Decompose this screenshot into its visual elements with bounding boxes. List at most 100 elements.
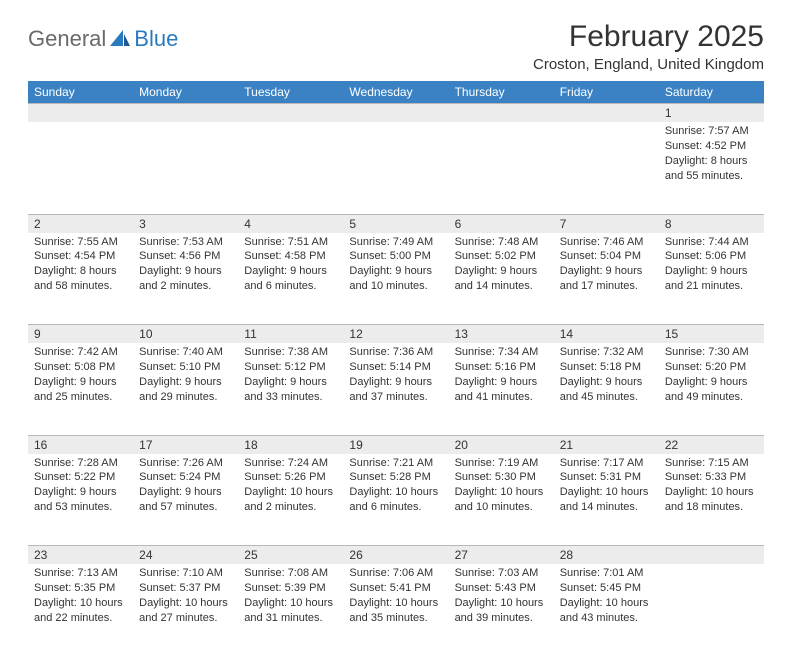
day-info: Sunrise: 7:57 AMSunset: 4:52 PMDaylight:…: [659, 122, 764, 189]
day-number-cell: 22: [659, 435, 764, 454]
daylight-text: Daylight: 8 hours and 55 minutes.: [665, 154, 758, 184]
day-info-cell: Sunrise: 7:44 AMSunset: 5:06 PMDaylight:…: [659, 233, 764, 325]
weekday-header: Friday: [554, 81, 659, 104]
day-info-cell: Sunrise: 7:13 AMSunset: 5:35 PMDaylight:…: [28, 564, 133, 656]
day-number: 11: [238, 325, 343, 343]
day-info: Sunrise: 7:34 AMSunset: 5:16 PMDaylight:…: [449, 343, 554, 410]
day-info: Sunrise: 7:19 AMSunset: 5:30 PMDaylight:…: [449, 454, 554, 521]
day-info-cell: Sunrise: 7:01 AMSunset: 5:45 PMDaylight:…: [554, 564, 659, 656]
sunset-text: Sunset: 5:45 PM: [560, 581, 653, 596]
sunrise-text: Sunrise: 7:15 AM: [665, 456, 758, 471]
day-number: 15: [659, 325, 764, 343]
sunset-text: Sunset: 5:28 PM: [349, 470, 442, 485]
day-info: Sunrise: 7:53 AMSunset: 4:56 PMDaylight:…: [133, 233, 238, 300]
day-number: 23: [28, 546, 133, 564]
day-number-cell: [238, 104, 343, 123]
location: Croston, England, United Kingdom: [533, 56, 764, 73]
month-title: February 2025: [533, 20, 764, 54]
day-number-cell: 23: [28, 546, 133, 565]
day-info: Sunrise: 7:28 AMSunset: 5:22 PMDaylight:…: [28, 454, 133, 521]
title-block: February 2025 Croston, England, United K…: [533, 20, 764, 73]
daylight-text: Daylight: 10 hours and 35 minutes.: [349, 596, 442, 626]
day-number: 24: [133, 546, 238, 564]
day-info-cell: Sunrise: 7:51 AMSunset: 4:58 PMDaylight:…: [238, 233, 343, 325]
day-number-cell: 20: [449, 435, 554, 454]
sunset-text: Sunset: 5:18 PM: [560, 360, 653, 375]
day-info-cell: Sunrise: 7:36 AMSunset: 5:14 PMDaylight:…: [343, 343, 448, 435]
daylight-text: Daylight: 9 hours and 53 minutes.: [34, 485, 127, 515]
day-number: [449, 104, 554, 122]
sunrise-text: Sunrise: 7:06 AM: [349, 566, 442, 581]
day-number: 21: [554, 436, 659, 454]
day-number-cell: 5: [343, 214, 448, 233]
day-number: [28, 104, 133, 122]
day-info-cell: Sunrise: 7:53 AMSunset: 4:56 PMDaylight:…: [133, 233, 238, 325]
sunrise-text: Sunrise: 7:28 AM: [34, 456, 127, 471]
day-number-cell: 9: [28, 325, 133, 344]
day-info-cell: Sunrise: 7:28 AMSunset: 5:22 PMDaylight:…: [28, 454, 133, 546]
day-number-cell: 26: [343, 546, 448, 565]
daylight-text: Daylight: 8 hours and 58 minutes.: [34, 264, 127, 294]
daylight-text: Daylight: 10 hours and 18 minutes.: [665, 485, 758, 515]
sunrise-text: Sunrise: 7:01 AM: [560, 566, 653, 581]
sunrise-text: Sunrise: 7:53 AM: [139, 235, 232, 250]
day-info: Sunrise: 7:46 AMSunset: 5:04 PMDaylight:…: [554, 233, 659, 300]
day-number-cell: 4: [238, 214, 343, 233]
day-number: [554, 104, 659, 122]
sunrise-text: Sunrise: 7:36 AM: [349, 345, 442, 360]
day-info: Sunrise: 7:21 AMSunset: 5:28 PMDaylight:…: [343, 454, 448, 521]
day-info-cell: Sunrise: 7:24 AMSunset: 5:26 PMDaylight:…: [238, 454, 343, 546]
sunrise-text: Sunrise: 7:48 AM: [455, 235, 548, 250]
day-info-cell: Sunrise: 7:03 AMSunset: 5:43 PMDaylight:…: [449, 564, 554, 656]
day-number-cell: 25: [238, 546, 343, 565]
sunrise-text: Sunrise: 7:30 AM: [665, 345, 758, 360]
daylight-text: Daylight: 9 hours and 37 minutes.: [349, 375, 442, 405]
sunset-text: Sunset: 5:14 PM: [349, 360, 442, 375]
day-number: 3: [133, 215, 238, 233]
sunset-text: Sunset: 5:12 PM: [244, 360, 337, 375]
sunrise-text: Sunrise: 7:40 AM: [139, 345, 232, 360]
day-info-cell: Sunrise: 7:15 AMSunset: 5:33 PMDaylight:…: [659, 454, 764, 546]
calendar-head: SundayMondayTuesdayWednesdayThursdayFrid…: [28, 81, 764, 104]
day-number: 27: [449, 546, 554, 564]
day-number: 12: [343, 325, 448, 343]
day-info: Sunrise: 7:40 AMSunset: 5:10 PMDaylight:…: [133, 343, 238, 410]
daylight-text: Daylight: 9 hours and 10 minutes.: [349, 264, 442, 294]
day-info: Sunrise: 7:49 AMSunset: 5:00 PMDaylight:…: [343, 233, 448, 300]
sunrise-text: Sunrise: 7:10 AM: [139, 566, 232, 581]
daylight-text: Daylight: 10 hours and 6 minutes.: [349, 485, 442, 515]
day-number: 5: [343, 215, 448, 233]
day-info-cell: Sunrise: 7:48 AMSunset: 5:02 PMDaylight:…: [449, 233, 554, 325]
daylight-text: Daylight: 9 hours and 14 minutes.: [455, 264, 548, 294]
logo-text-general: General: [28, 26, 106, 52]
logo-text-blue: Blue: [134, 26, 178, 52]
sunrise-text: Sunrise: 7:46 AM: [560, 235, 653, 250]
day-info-cell: Sunrise: 7:26 AMSunset: 5:24 PMDaylight:…: [133, 454, 238, 546]
day-info-cell: Sunrise: 7:40 AMSunset: 5:10 PMDaylight:…: [133, 343, 238, 435]
day-info-cell: Sunrise: 7:10 AMSunset: 5:37 PMDaylight:…: [133, 564, 238, 656]
day-number-cell: 17: [133, 435, 238, 454]
day-number-cell: 21: [554, 435, 659, 454]
day-info: Sunrise: 7:30 AMSunset: 5:20 PMDaylight:…: [659, 343, 764, 410]
day-info: Sunrise: 7:51 AMSunset: 4:58 PMDaylight:…: [238, 233, 343, 300]
sunset-text: Sunset: 5:41 PM: [349, 581, 442, 596]
sunrise-text: Sunrise: 7:17 AM: [560, 456, 653, 471]
sunrise-text: Sunrise: 7:08 AM: [244, 566, 337, 581]
day-info: Sunrise: 7:24 AMSunset: 5:26 PMDaylight:…: [238, 454, 343, 521]
sunrise-text: Sunrise: 7:51 AM: [244, 235, 337, 250]
day-info: [449, 122, 554, 130]
sunrise-text: Sunrise: 7:32 AM: [560, 345, 653, 360]
weekday-header: Tuesday: [238, 81, 343, 104]
daylight-text: Daylight: 9 hours and 17 minutes.: [560, 264, 653, 294]
day-info: [554, 122, 659, 130]
day-info-cell: Sunrise: 7:38 AMSunset: 5:12 PMDaylight:…: [238, 343, 343, 435]
day-info: Sunrise: 7:06 AMSunset: 5:41 PMDaylight:…: [343, 564, 448, 631]
day-number-cell: 13: [449, 325, 554, 344]
sunrise-text: Sunrise: 7:21 AM: [349, 456, 442, 471]
day-number: 26: [343, 546, 448, 564]
day-number: 7: [554, 215, 659, 233]
day-info: Sunrise: 7:32 AMSunset: 5:18 PMDaylight:…: [554, 343, 659, 410]
weekday-header: Monday: [133, 81, 238, 104]
day-number: 8: [659, 215, 764, 233]
sunset-text: Sunset: 5:33 PM: [665, 470, 758, 485]
